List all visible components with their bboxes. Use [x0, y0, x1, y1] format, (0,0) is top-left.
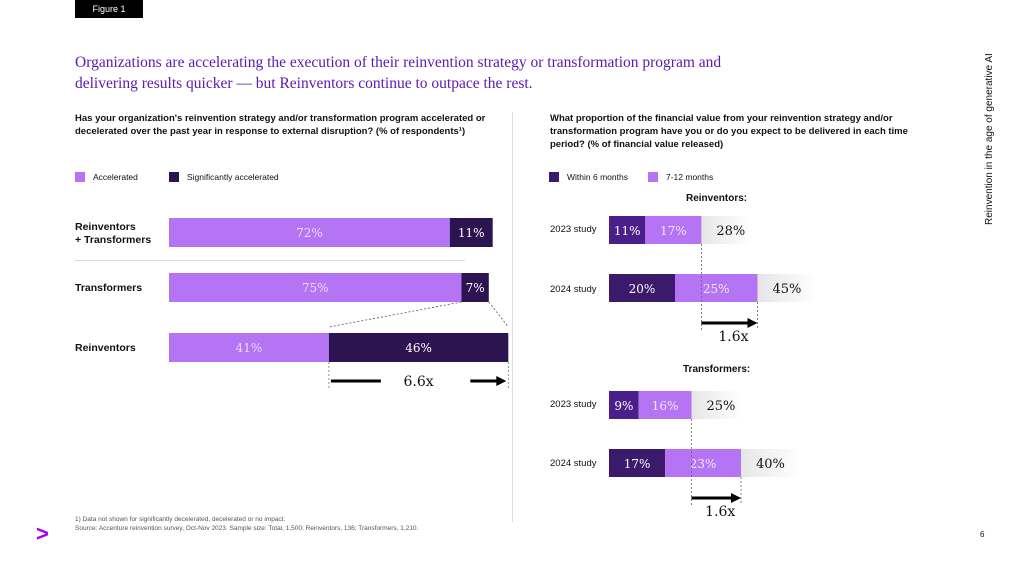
study-label-reinventors-2024: 2024 study — [550, 284, 597, 295]
label-7-12-months: 16% — [652, 399, 679, 413]
label-accelerated: 75% — [302, 281, 329, 295]
bar-remainder — [741, 449, 801, 477]
footnotes: 1) Data not shown for significantly dece… — [75, 515, 515, 533]
legend-label-accelerated: Accelerated — [93, 172, 138, 182]
legend-within-6-months: Within 6 months — [549, 172, 628, 182]
headline: Organizations are accelerating the execu… — [75, 54, 722, 92]
growth-arrow-head — [731, 493, 741, 503]
legend-label-significantly-accelerated: Significantly accelerated — [187, 172, 279, 182]
label-7-12-months: 23% — [690, 457, 717, 471]
multiplier-arrow-head — [496, 376, 507, 386]
bar-7-12-months — [638, 391, 692, 419]
document-side-title: Reinvention in the age of generative AI — [984, 53, 995, 225]
study-label-transformers-2023: 2023 study — [550, 399, 597, 410]
label-total: 45% — [773, 282, 802, 297]
label-within-6-months: 9% — [614, 399, 633, 413]
legend-7-12-months: 7-12 months — [648, 172, 713, 182]
connector-line — [328, 301, 462, 328]
growth-multiplier-label: 1.6x — [718, 329, 748, 345]
label-7-12-months: 17% — [660, 224, 687, 238]
bar-significantly-accelerated — [328, 333, 509, 362]
label-within-6-months: 17% — [624, 457, 651, 471]
connector-line — [488, 301, 509, 328]
row-label-line: + Transformers — [75, 234, 152, 246]
source-line: Source: Accenture reinvention survey, Oc… — [75, 525, 419, 532]
label-significantly-accelerated: 7% — [466, 281, 485, 295]
group-title-transformers: Transformers: — [683, 364, 751, 375]
bar-significantly-accelerated — [461, 273, 489, 302]
footnote-line: 1) Data not shown for significantly dece… — [75, 516, 286, 523]
page-number: 6 — [980, 530, 985, 539]
bar-accelerated — [169, 218, 450, 247]
label-within-6-months: 11% — [614, 224, 641, 238]
growth-arrow-head — [747, 318, 758, 328]
bar-remainder — [691, 391, 742, 419]
label-within-6-months: 20% — [629, 282, 656, 296]
bar-remainder — [701, 216, 752, 244]
bar-significantly-accelerated — [449, 218, 493, 247]
bar-remainder — [757, 274, 818, 302]
figure-tag: Figure 1 — [75, 0, 143, 18]
study-label-reinventors-2023: 2023 study — [550, 224, 597, 235]
label-total: 28% — [716, 224, 745, 239]
legend-label-within-6-months: Within 6 months — [567, 172, 628, 182]
legend-swatch-significantly-accelerated — [169, 172, 179, 182]
label-total: 40% — [756, 457, 785, 472]
label-significantly-accelerated: 11% — [458, 226, 485, 240]
bar-within-6-months — [609, 391, 639, 419]
bar-within-6-months — [609, 216, 646, 244]
row-label-line: Reinventors — [75, 221, 136, 233]
label-accelerated: 41% — [236, 341, 263, 355]
group-title-reinventors: Reinventors: — [686, 193, 748, 204]
bar-accelerated — [169, 273, 462, 302]
label-significantly-accelerated: 46% — [405, 341, 432, 355]
row-divider — [75, 260, 465, 261]
row-label-reinventors: Reinventors — [75, 342, 136, 354]
label-7-12-months: 25% — [703, 282, 730, 296]
label-total: 25% — [707, 399, 736, 414]
chart-divider — [512, 112, 513, 522]
bar-accelerated — [169, 333, 329, 362]
bar-7-12-months — [645, 216, 702, 244]
brand-chevron-icon: > — [36, 521, 49, 546]
bar-within-6-months — [609, 274, 675, 302]
label-accelerated: 72% — [296, 226, 323, 240]
right-chart-question: What proportion of the financial value f… — [550, 113, 908, 150]
study-label-transformers-2024: 2024 study — [550, 458, 597, 469]
bar-7-12-months — [665, 449, 741, 477]
legend-accelerated: Accelerated — [75, 172, 138, 182]
growth-multiplier-label: 1.6x — [705, 504, 735, 520]
legend-label-7-12-months: 7-12 months — [666, 172, 714, 182]
legend-swatch-7-12-months — [648, 172, 658, 182]
bar-within-6-months — [609, 449, 666, 477]
left-chart-question: Has your organization's reinvention stra… — [75, 113, 486, 137]
legend-swatch-accelerated — [75, 172, 85, 182]
multiplier-label: 6.6x — [404, 374, 434, 390]
legend-swatch-within-6-months — [549, 172, 559, 182]
row-label-reinventors-transformers: Reinventors + Transformers — [75, 221, 151, 247]
row-label-transformers: Transformers — [75, 282, 143, 294]
bar-7-12-months — [675, 274, 758, 302]
legend-significantly-accelerated: Significantly accelerated — [169, 172, 279, 182]
